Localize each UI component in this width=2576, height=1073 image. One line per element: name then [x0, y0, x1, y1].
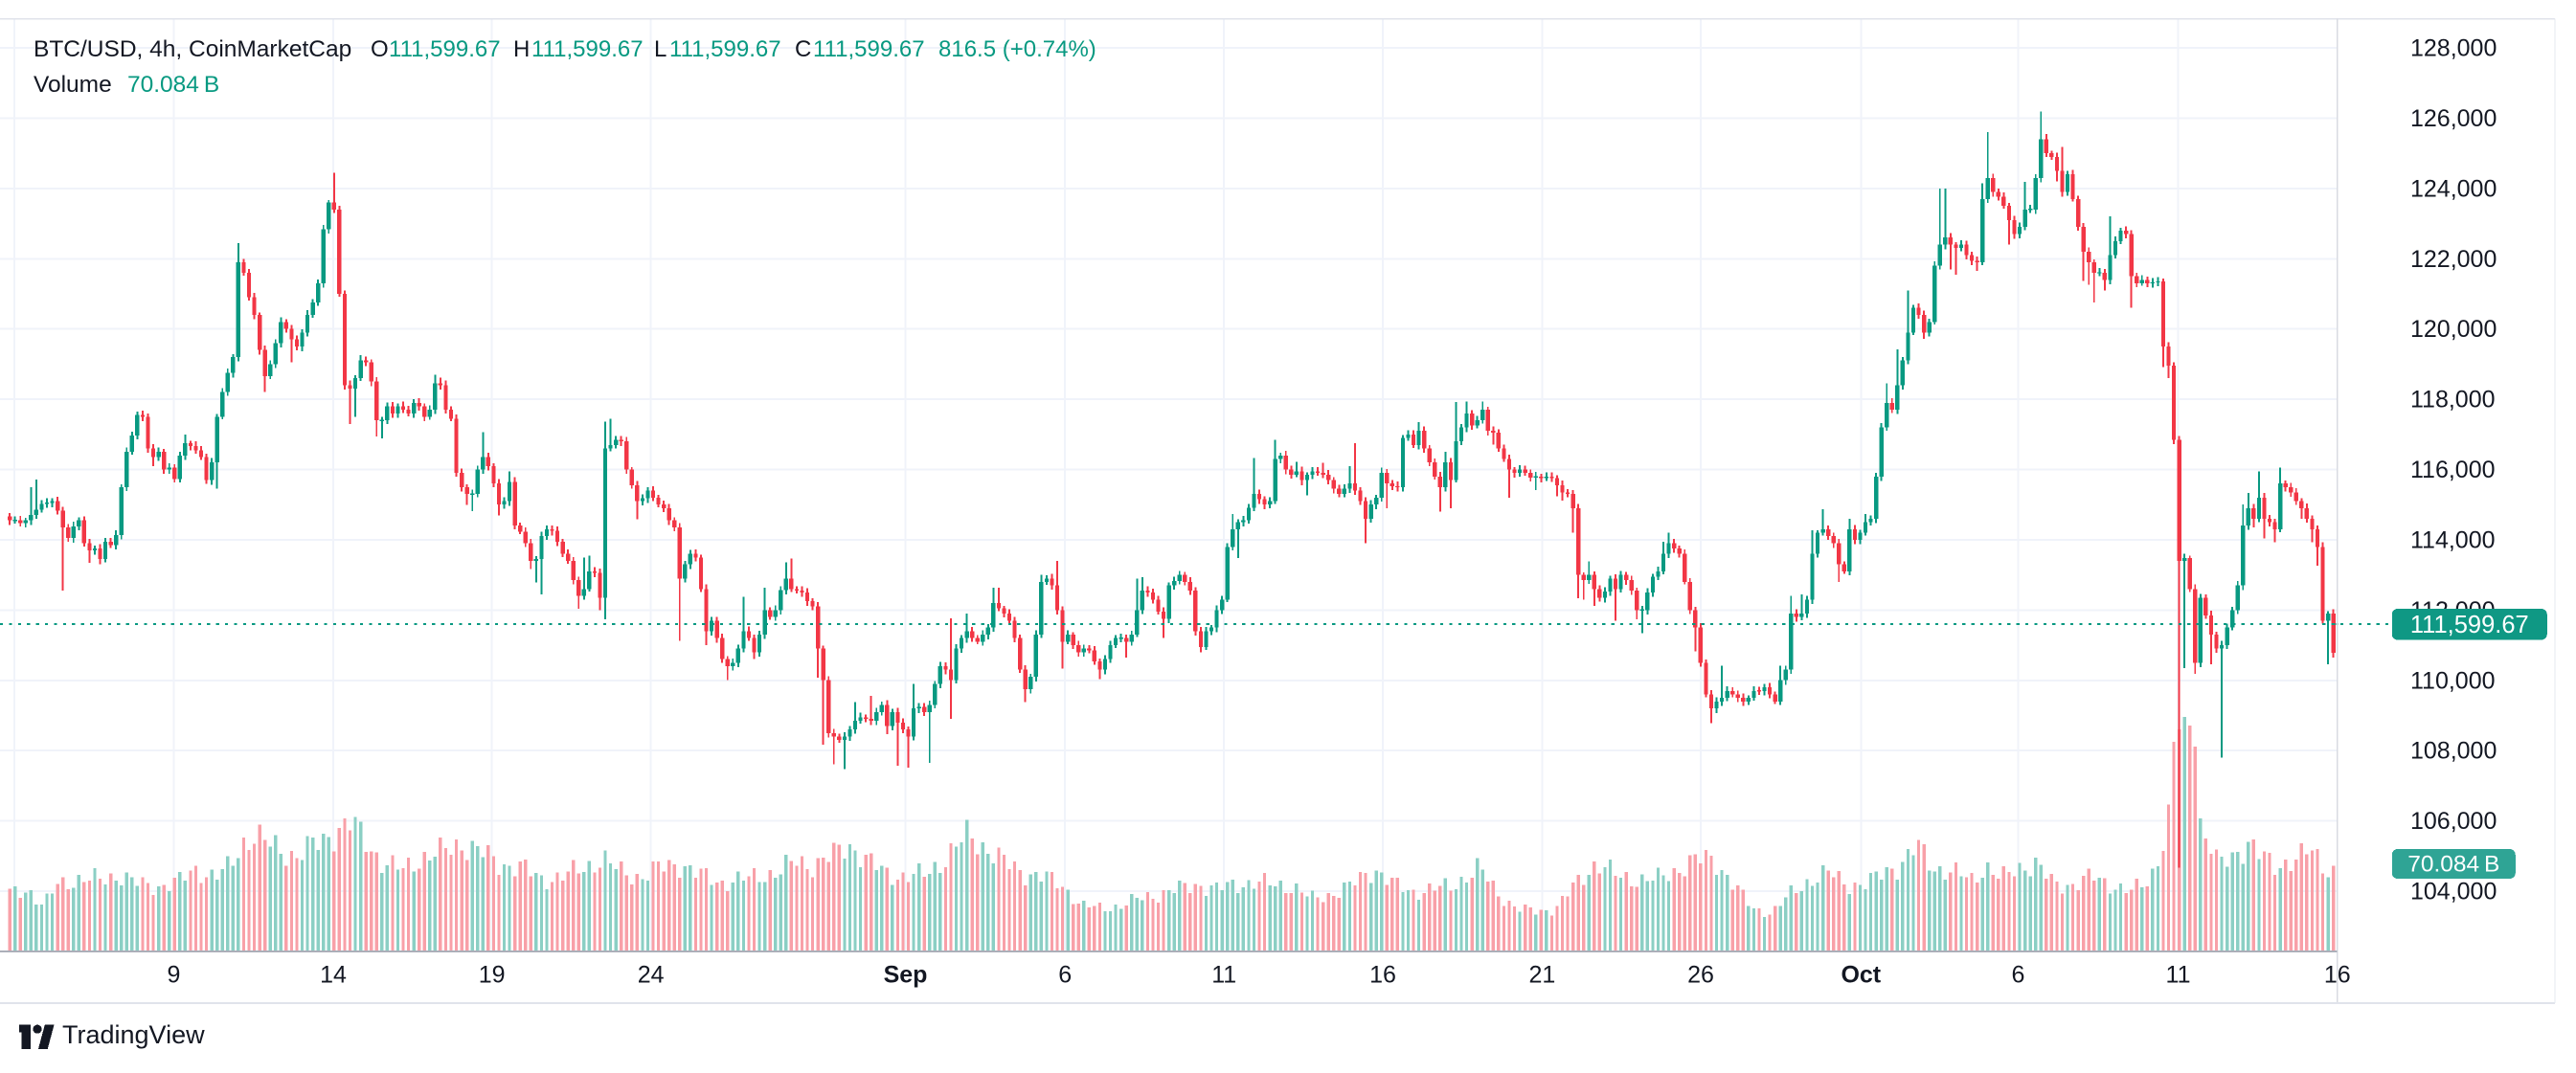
svg-text:124,000: 124,000 — [2410, 175, 2497, 202]
svg-text:128,000: 128,000 — [2410, 35, 2497, 62]
svg-text:114,000: 114,000 — [2410, 526, 2496, 553]
svg-text:111,599.67: 111,599.67 — [2410, 612, 2529, 638]
svg-text:110,000: 110,000 — [2410, 667, 2496, 694]
svg-text:6: 6 — [2012, 962, 2025, 989]
svg-text:11: 11 — [2166, 962, 2191, 989]
svg-text:C: C — [795, 36, 811, 62]
svg-text:111,599.67: 111,599.67 — [531, 36, 644, 62]
svg-text:16: 16 — [1369, 962, 1396, 989]
svg-text:H: H — [513, 36, 530, 62]
svg-text:19: 19 — [479, 962, 506, 989]
svg-text:26: 26 — [1687, 962, 1714, 989]
svg-text:24: 24 — [638, 962, 665, 989]
svg-text:104,000: 104,000 — [2410, 879, 2497, 905]
svg-text:16: 16 — [2324, 962, 2351, 989]
svg-text:122,000: 122,000 — [2410, 246, 2497, 273]
svg-text:70.084 B: 70.084 B — [2407, 852, 2499, 878]
svg-text:9: 9 — [167, 962, 180, 989]
svg-text:118,000: 118,000 — [2410, 387, 2496, 414]
svg-text:L: L — [654, 36, 667, 62]
svg-text:816.5 (+0.74%): 816.5 (+0.74%) — [938, 36, 1096, 62]
svg-text:BTC/USD, 4h, CoinMarketCap: BTC/USD, 4h, CoinMarketCap — [34, 36, 351, 62]
svg-text:111,599.67: 111,599.67 — [669, 36, 781, 62]
svg-text:21: 21 — [1528, 962, 1555, 989]
svg-text:111,599.67: 111,599.67 — [389, 36, 501, 62]
svg-text:108,000: 108,000 — [2410, 738, 2497, 765]
svg-text:70.084 B: 70.084 B — [127, 72, 219, 98]
svg-text:106,000: 106,000 — [2410, 808, 2497, 835]
svg-text:14: 14 — [320, 962, 347, 989]
svg-text:TradingView: TradingView — [62, 1020, 205, 1049]
svg-text:6: 6 — [1058, 962, 1072, 989]
svg-text:Volume: Volume — [34, 72, 112, 98]
svg-text:Oct: Oct — [1841, 962, 1881, 989]
svg-text:120,000: 120,000 — [2410, 316, 2497, 343]
svg-text:O: O — [371, 36, 389, 62]
svg-text:111,599.67: 111,599.67 — [813, 36, 925, 62]
svg-text:126,000: 126,000 — [2410, 105, 2497, 132]
svg-text:116,000: 116,000 — [2410, 457, 2496, 483]
svg-text:Sep: Sep — [884, 962, 928, 989]
svg-text:11: 11 — [1211, 962, 1236, 989]
